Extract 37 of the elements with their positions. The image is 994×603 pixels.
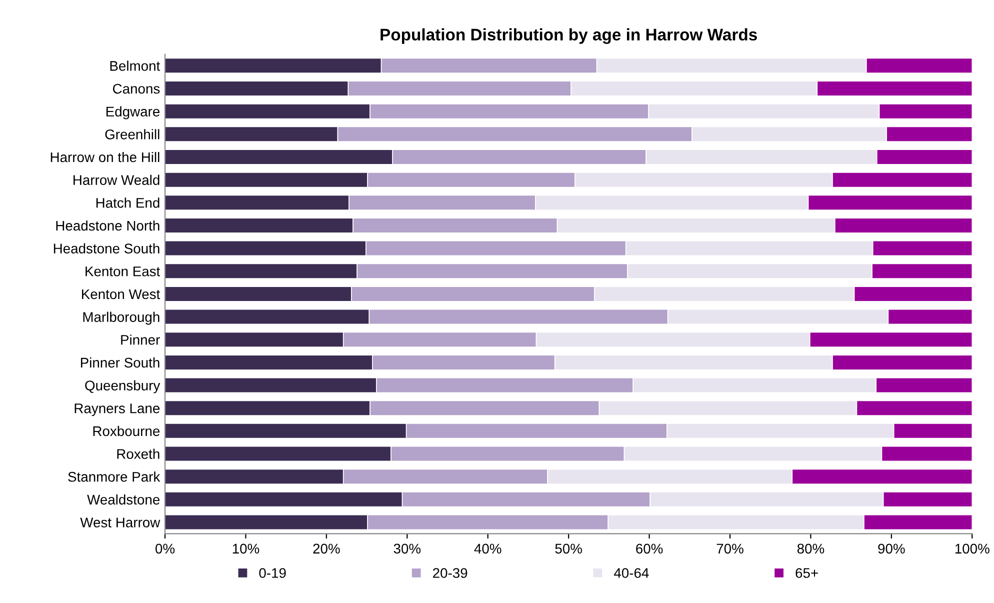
y-tick-label: Edgware [106, 106, 160, 120]
y-tick-label: Roxbourne [93, 426, 160, 436]
legend-label: 65+ [796, 568, 818, 578]
y-tick-label: Belmont [110, 60, 160, 71]
y-tick-label: Rayners Lane [74, 404, 160, 416]
y-tick-label: Pinner [121, 334, 160, 345]
x-tick-label: 30% [394, 544, 421, 554]
y-tick-label: Pinner South [80, 357, 160, 368]
legend-label: 40-64 [614, 568, 649, 578]
x-tick-label: 60% [636, 544, 663, 554]
y-tick-label: Wealdstone [87, 494, 160, 505]
x-tick-label: 10% [232, 544, 260, 554]
y-tick-label: Harrow on the Hill [50, 152, 160, 162]
y-tick-label: Harrow Weald [74, 174, 160, 185]
y-tick-label: Marlborough [83, 312, 160, 325]
legend-label: 20-39 [433, 568, 468, 578]
y-tick-label: Kenton East [86, 266, 160, 276]
y-tick-label: Stanmore Park [68, 472, 160, 482]
x-tick-label: 90% [878, 544, 905, 554]
legend-label: 0-19 [259, 568, 286, 578]
y-tick-label: West Harrow [80, 518, 160, 528]
x-tick-label: 80% [797, 544, 824, 554]
y-tick-label: Roxeth [117, 448, 160, 459]
y-tick-label: Headstone South [54, 243, 160, 254]
y-tick-label: Hatch End [96, 198, 160, 208]
y-tick-label: Canons [112, 84, 160, 94]
y-tick-label: Greenhill [105, 129, 160, 140]
y-tick-label: Kenton West [82, 289, 160, 300]
x-tick-label: 100% [955, 544, 990, 554]
x-tick-label: 70% [716, 544, 744, 554]
x-tick-label: 0% [156, 544, 175, 554]
chart-title: Population Distribution by age in Harrow Wards [380, 28, 757, 44]
y-tick-label: Queensbury [85, 380, 160, 394]
x-tick-label: 50% [555, 544, 582, 554]
x-tick-label: 40% [474, 544, 502, 554]
y-tick-label: Headstone North [56, 220, 160, 231]
x-tick-label: 20% [313, 544, 340, 554]
